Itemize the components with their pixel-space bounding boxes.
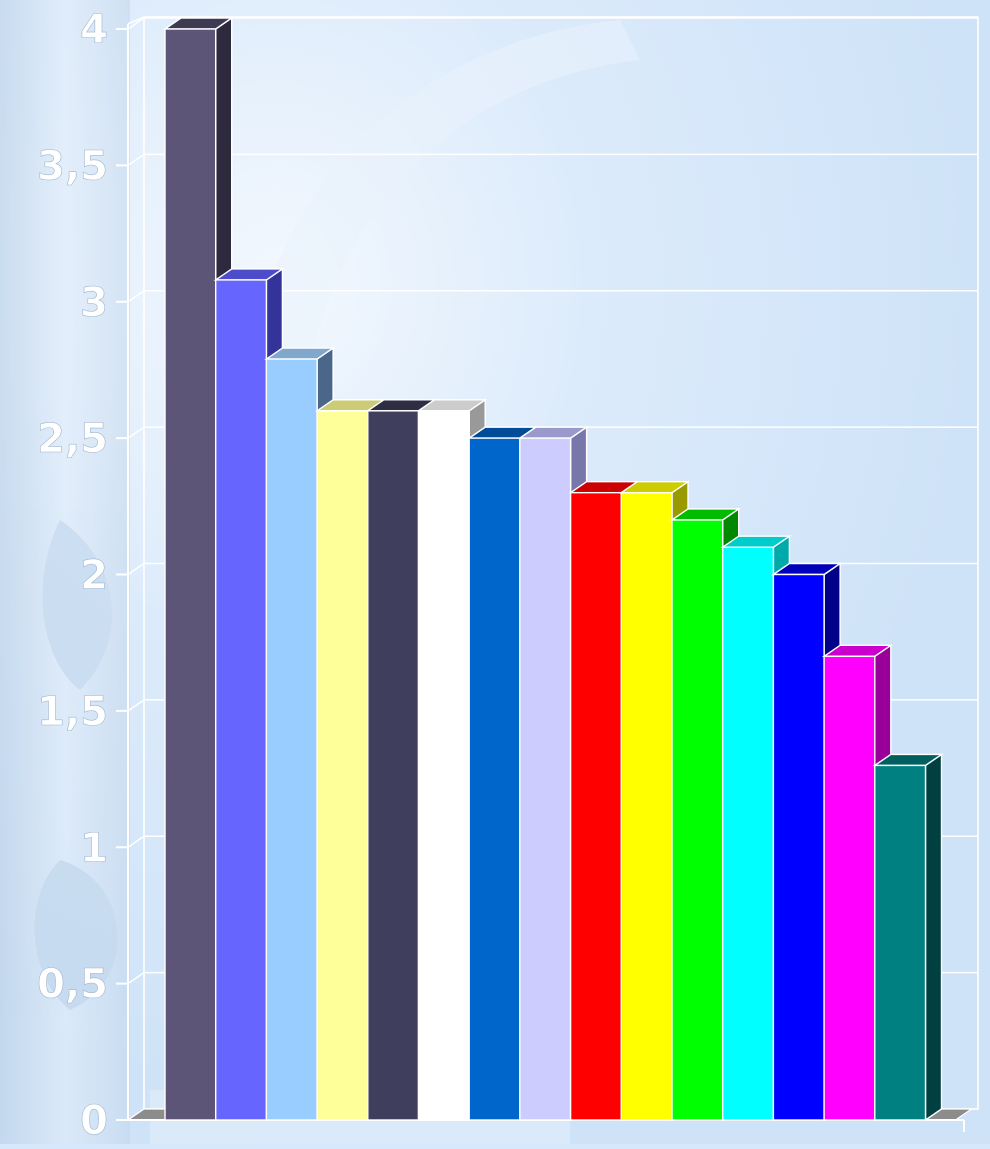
- y-tick-label: 4: [80, 7, 108, 53]
- gridline-diagonal: [127, 971, 145, 985]
- gridline-diagonal: [127, 153, 145, 167]
- bar-front-face: [671, 519, 724, 1121]
- bar-front-face: [265, 358, 318, 1121]
- y-tick-label: 2: [80, 553, 108, 599]
- gridline-diagonal: [127, 699, 145, 712]
- gridline-diagonal: [127, 426, 145, 439]
- bar-front-face: [164, 28, 217, 1121]
- bar-front-face: [620, 491, 673, 1121]
- gridline-diagonal: [127, 17, 145, 30]
- bar-9: [568, 480, 640, 1122]
- y-tick-label: 1,5: [37, 689, 108, 735]
- y-tick-labels: 0 0,5 1 1,5 2 2,5 3 3,5 4: [37, 7, 108, 1145]
- bar-15: [872, 753, 944, 1122]
- gridline-diagonal: [127, 562, 145, 576]
- bar-front-face: [519, 437, 572, 1121]
- bar-front-face: [214, 279, 268, 1121]
- bar-front-face: [772, 573, 825, 1121]
- y-tick-label: 0: [80, 1098, 108, 1144]
- bar-front-face: [722, 546, 775, 1121]
- y-axis: [116, 16, 145, 1121]
- y-tick-label: 0,5: [37, 962, 108, 1008]
- bar-front-face: [316, 410, 369, 1121]
- bar-front-face: [823, 655, 876, 1121]
- y-tick-label: 1: [80, 825, 108, 871]
- y-tick-label: 2,5: [37, 416, 108, 462]
- gridline-diagonal: [127, 290, 145, 303]
- bar-side-face: [924, 753, 943, 1122]
- bar-front-face: [417, 410, 470, 1121]
- bar-front-face: [468, 437, 521, 1121]
- y-axis-top-edge: [127, 16, 145, 25]
- y-tick-label: 3: [80, 280, 108, 326]
- y-tick-label: 3,5: [37, 143, 108, 189]
- bar-front-face: [569, 491, 622, 1121]
- bars: [162, 16, 944, 1122]
- bar-front-face: [874, 764, 927, 1121]
- bar-front-face: [367, 410, 420, 1121]
- gridline-diagonal: [127, 835, 145, 848]
